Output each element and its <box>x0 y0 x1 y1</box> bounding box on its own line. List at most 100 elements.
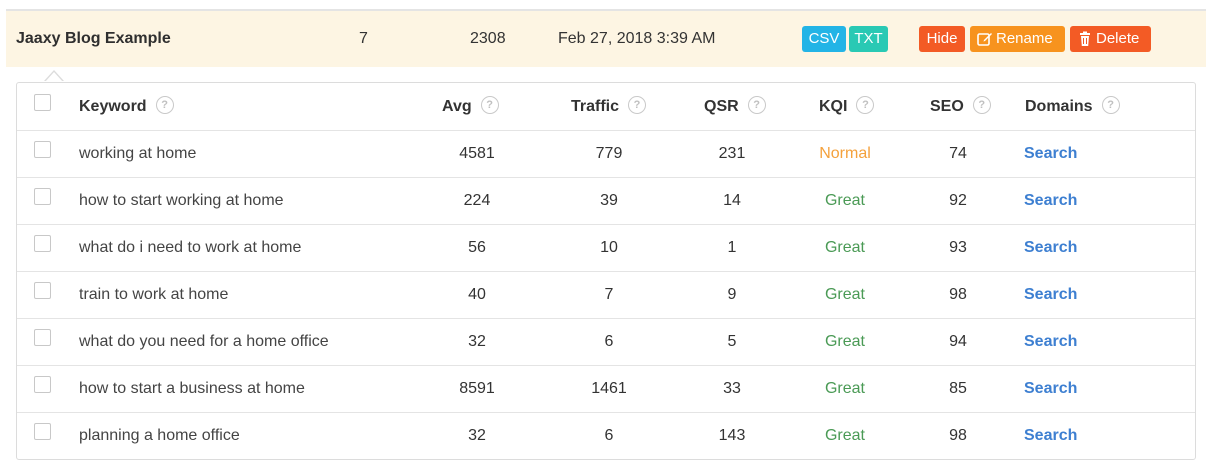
txt-export-button[interactable]: TXT <box>849 26 888 52</box>
domains-search-link[interactable]: Search <box>1024 192 1078 209</box>
traffic-cell: 779 <box>595 145 623 162</box>
csv-export-label: CSV <box>808 30 840 47</box>
table-header-row: Keyword? Avg? Traffic? QSR? KQI? SEO? Do… <box>17 83 1195 131</box>
row-checkbox[interactable] <box>34 188 51 205</box>
table-row: working at home 4581 779 231 Normal 74 S… <box>17 130 1195 178</box>
seo-cell: 92 <box>949 192 967 209</box>
select-all-checkbox[interactable] <box>34 94 51 111</box>
header-traffic[interactable]: Traffic? <box>571 83 647 130</box>
row-checkbox[interactable] <box>34 376 51 393</box>
traffic-cell: 7 <box>604 286 614 303</box>
question-circle-icon[interactable]: ? <box>155 95 174 114</box>
question-circle-icon[interactable]: ? <box>747 95 766 114</box>
header-seo[interactable]: SEO? <box>930 83 991 130</box>
domains-search-link[interactable]: Search <box>1024 286 1078 303</box>
header-qsr[interactable]: QSR? <box>704 83 766 130</box>
keyword-cell: how to start working at home <box>79 192 284 209</box>
keyword-cell: train to work at home <box>79 286 229 303</box>
header-traffic-label: Traffic <box>571 98 620 115</box>
keyword-table: Keyword? Avg? Traffic? QSR? KQI? SEO? Do… <box>16 82 1196 460</box>
question-circle-icon[interactable]: ? <box>628 95 647 114</box>
kqi-cell: Great <box>824 427 865 444</box>
header-kqi[interactable]: KQI? <box>819 83 875 130</box>
qsr-cell: 5 <box>727 333 737 350</box>
traffic-cell: 6 <box>604 427 614 444</box>
qsr-cell: 14 <box>723 192 741 209</box>
question-circle-icon[interactable]: ? <box>1101 95 1120 114</box>
table-row: what do i need to work at home 56 10 1 G… <box>17 224 1195 272</box>
panel-pointer-fill <box>45 72 63 82</box>
keyword-cell: what do you need for a home office <box>79 333 329 350</box>
table-row: planning a home office 32 6 143 Great 98… <box>17 412 1195 459</box>
avg-cell: 32 <box>468 427 486 444</box>
header-domains-label: Domains <box>1025 98 1093 115</box>
txt-export-label: TXT <box>854 30 883 47</box>
seo-cell: 85 <box>949 380 967 397</box>
header-qsr-label: QSR <box>704 98 739 115</box>
header-seo-label: SEO <box>930 98 964 115</box>
kqi-cell: Normal <box>819 145 871 162</box>
traffic-cell: 6 <box>604 333 614 350</box>
list-keyword-count: 7 <box>359 30 368 47</box>
header-avg[interactable]: Avg? <box>442 83 499 130</box>
seo-cell: 93 <box>949 239 967 256</box>
traffic-cell: 10 <box>600 239 618 256</box>
domains-search-link[interactable]: Search <box>1024 239 1078 256</box>
avg-cell: 56 <box>468 239 486 256</box>
hide-label: Hide <box>926 30 958 47</box>
rename-label: Rename <box>996 30 1053 47</box>
traffic-cell: 39 <box>600 192 618 209</box>
question-circle-icon[interactable]: ? <box>480 95 499 114</box>
rename-button[interactable]: Rename <box>970 26 1065 52</box>
table-row: what do you need for a home office 32 6 … <box>17 318 1195 366</box>
header-keyword-label: Keyword <box>79 98 147 115</box>
qsr-cell: 231 <box>718 145 746 162</box>
domains-search-link[interactable]: Search <box>1024 427 1078 444</box>
keyword-cell: how to start a business at home <box>79 380 305 397</box>
seo-cell: 98 <box>949 427 967 444</box>
kqi-cell: Great <box>824 333 865 350</box>
seo-cell: 74 <box>949 145 967 162</box>
row-checkbox[interactable] <box>34 235 51 252</box>
row-checkbox[interactable] <box>34 141 51 158</box>
table-row: train to work at home 40 7 9 Great 98 Se… <box>17 271 1195 319</box>
kqi-cell: Great <box>824 239 865 256</box>
kqi-cell: Great <box>824 192 865 209</box>
kqi-cell: Great <box>824 380 865 397</box>
avg-cell: 4581 <box>459 145 495 162</box>
qsr-cell: 33 <box>723 380 741 397</box>
qsr-cell: 1 <box>727 239 737 256</box>
keyword-cell: planning a home office <box>79 427 240 444</box>
edit-icon <box>977 33 992 46</box>
domains-search-link[interactable]: Search <box>1024 145 1078 162</box>
keyword-list-header[interactable]: Jaaxy Blog Example 7 2308 Feb 27, 2018 3… <box>6 9 1206 67</box>
header-avg-label: Avg <box>442 98 472 115</box>
seo-cell: 94 <box>949 333 967 350</box>
kqi-cell: Great <box>824 286 865 303</box>
hide-button[interactable]: Hide <box>919 26 965 52</box>
avg-cell: 224 <box>463 192 491 209</box>
table-row: how to start a business at home 8591 146… <box>17 365 1195 413</box>
domains-search-link[interactable]: Search <box>1024 333 1078 350</box>
qsr-cell: 143 <box>718 427 746 444</box>
avg-cell: 40 <box>468 286 486 303</box>
list-name[interactable]: Jaaxy Blog Example <box>16 30 171 47</box>
delete-button[interactable]: Delete <box>1070 26 1151 52</box>
csv-export-button[interactable]: CSV <box>802 26 846 52</box>
row-checkbox[interactable] <box>34 329 51 346</box>
delete-label: Delete <box>1096 30 1140 47</box>
row-checkbox[interactable] <box>34 282 51 299</box>
question-circle-icon[interactable]: ? <box>856 95 875 114</box>
header-keyword[interactable]: Keyword? <box>79 83 174 130</box>
question-circle-icon[interactable]: ? <box>972 95 991 114</box>
avg-cell: 32 <box>468 333 486 350</box>
keyword-cell: working at home <box>79 145 197 162</box>
row-checkbox[interactable] <box>34 423 51 440</box>
list-traffic-total: 2308 <box>470 30 506 47</box>
keyword-cell: what do i need to work at home <box>79 239 302 256</box>
qsr-cell: 9 <box>727 286 737 303</box>
domains-search-link[interactable]: Search <box>1024 380 1078 397</box>
seo-cell: 98 <box>949 286 967 303</box>
list-date: Feb 27, 2018 3:39 AM <box>558 30 716 47</box>
header-domains[interactable]: Domains? <box>1025 83 1120 130</box>
